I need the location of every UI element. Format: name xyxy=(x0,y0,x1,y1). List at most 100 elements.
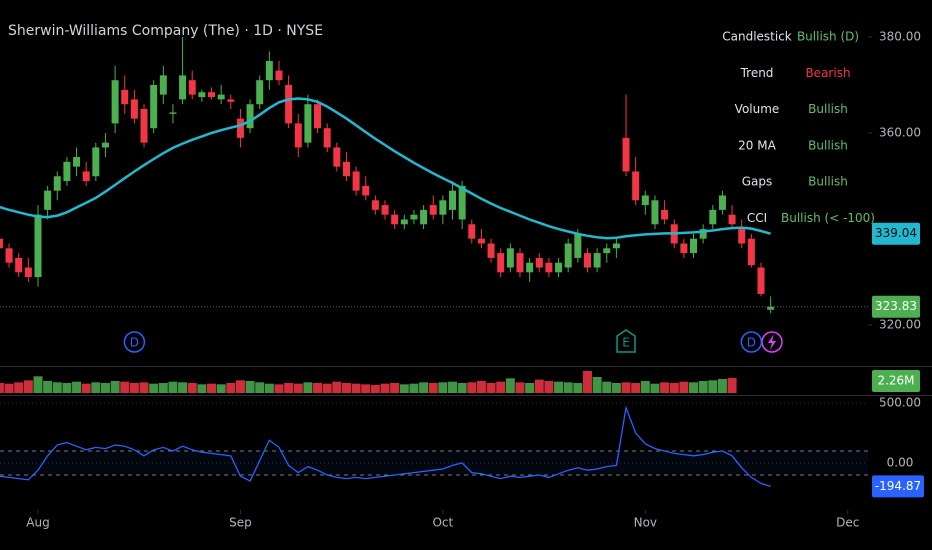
status-label: Gaps xyxy=(742,175,773,189)
volume-bar xyxy=(640,381,650,393)
volume-bar xyxy=(322,383,332,393)
volume-bar xyxy=(717,379,727,393)
volume-bar xyxy=(525,383,535,393)
candle-body xyxy=(757,267,765,294)
event-marker: D xyxy=(740,331,763,353)
candle-body xyxy=(111,80,119,124)
candle-body xyxy=(92,147,100,177)
candle-body xyxy=(101,142,109,148)
event-label: D xyxy=(130,336,139,350)
candle-body xyxy=(227,99,235,102)
volume-bar xyxy=(255,382,265,393)
event-shape xyxy=(740,331,763,353)
status-value: Bullish (D) xyxy=(797,30,859,44)
volume-bar xyxy=(448,381,458,393)
volume-bar xyxy=(149,383,159,393)
candle-body xyxy=(574,233,582,258)
volume-bar xyxy=(650,383,660,393)
volume-bar xyxy=(0,383,4,393)
candle-body xyxy=(0,238,3,249)
candle-body xyxy=(352,171,360,191)
chart-title: Sherwin-Williams Company (The) · 1D · NY… xyxy=(8,23,323,39)
volume-bar xyxy=(351,383,361,393)
volume-bar xyxy=(660,382,670,393)
y-tick-label: 500.00 xyxy=(879,395,921,409)
candle-body xyxy=(545,262,553,273)
status-label: 20 MA xyxy=(738,138,776,152)
candle-body xyxy=(603,248,611,254)
candle-body xyxy=(294,123,302,148)
volume-bar xyxy=(168,381,178,393)
candle-body xyxy=(285,85,293,124)
candle-body xyxy=(593,253,601,268)
candle-body xyxy=(44,190,52,210)
volume-bar xyxy=(52,382,62,393)
candle-body xyxy=(391,214,399,225)
candle-body xyxy=(709,209,717,225)
volume-bar xyxy=(496,381,506,393)
candle-body xyxy=(420,209,428,225)
candle-body xyxy=(246,104,254,129)
volume-bar xyxy=(91,382,101,393)
candle-body xyxy=(449,190,457,210)
candle-body xyxy=(304,104,312,143)
cci-value-box xyxy=(872,475,924,498)
candle-body xyxy=(140,109,148,143)
volume-bar xyxy=(669,383,679,393)
candle-body xyxy=(718,195,726,210)
volume-bar xyxy=(110,381,120,393)
volume-bar xyxy=(33,376,43,393)
volume-bar xyxy=(62,383,72,393)
status-label: Candlestick xyxy=(722,30,792,44)
volume-bar xyxy=(197,384,207,393)
volume-bar xyxy=(708,380,718,393)
cci-value-label: -194.87 xyxy=(875,479,921,493)
candle-body xyxy=(208,92,216,98)
candle-body xyxy=(767,306,775,310)
candle-body xyxy=(188,80,196,95)
candle-body xyxy=(323,128,331,148)
volume-bar xyxy=(100,383,110,393)
event-marker: D xyxy=(123,331,146,353)
volume-bar xyxy=(264,383,274,393)
volume-bar xyxy=(226,383,236,393)
candle-body xyxy=(333,147,341,167)
volume-bar xyxy=(727,377,737,393)
volume-bar xyxy=(380,383,390,393)
event-shape xyxy=(123,331,146,353)
volume-bar xyxy=(361,384,371,393)
volume-bar xyxy=(698,381,708,393)
volume-bar xyxy=(631,383,641,393)
status-value: Bearish xyxy=(805,66,850,80)
volume-bar xyxy=(476,381,486,393)
x-tick-label: Sep xyxy=(229,516,252,530)
volume-bar xyxy=(274,384,284,393)
event-label: D xyxy=(747,336,756,350)
candle-body xyxy=(487,243,495,258)
volume-bar xyxy=(563,382,573,393)
x-tick-label: Oct xyxy=(432,516,453,530)
x-tick-label: Aug xyxy=(26,516,49,530)
volume-bar xyxy=(341,383,351,393)
candle-body xyxy=(439,200,447,215)
candle-body xyxy=(265,60,273,81)
volume-bar xyxy=(486,383,496,393)
candle-body xyxy=(516,253,524,273)
ma-value-label: 339.04 xyxy=(875,226,917,240)
candle-body xyxy=(497,253,505,273)
x-tick-label: Nov xyxy=(634,516,657,530)
volume-bar xyxy=(23,380,33,393)
volume-value-box xyxy=(872,370,920,392)
candle-body xyxy=(275,70,283,81)
volume-bar xyxy=(621,382,631,393)
candle-body xyxy=(555,262,563,273)
volume-bar xyxy=(505,378,515,393)
volume-bar xyxy=(573,383,583,393)
volume-bar xyxy=(544,381,554,393)
status-value: Bullish xyxy=(808,102,848,116)
status-label: Volume xyxy=(735,102,780,116)
candle-body xyxy=(150,85,158,129)
candle-body xyxy=(632,171,640,201)
volume-bar xyxy=(602,381,612,393)
